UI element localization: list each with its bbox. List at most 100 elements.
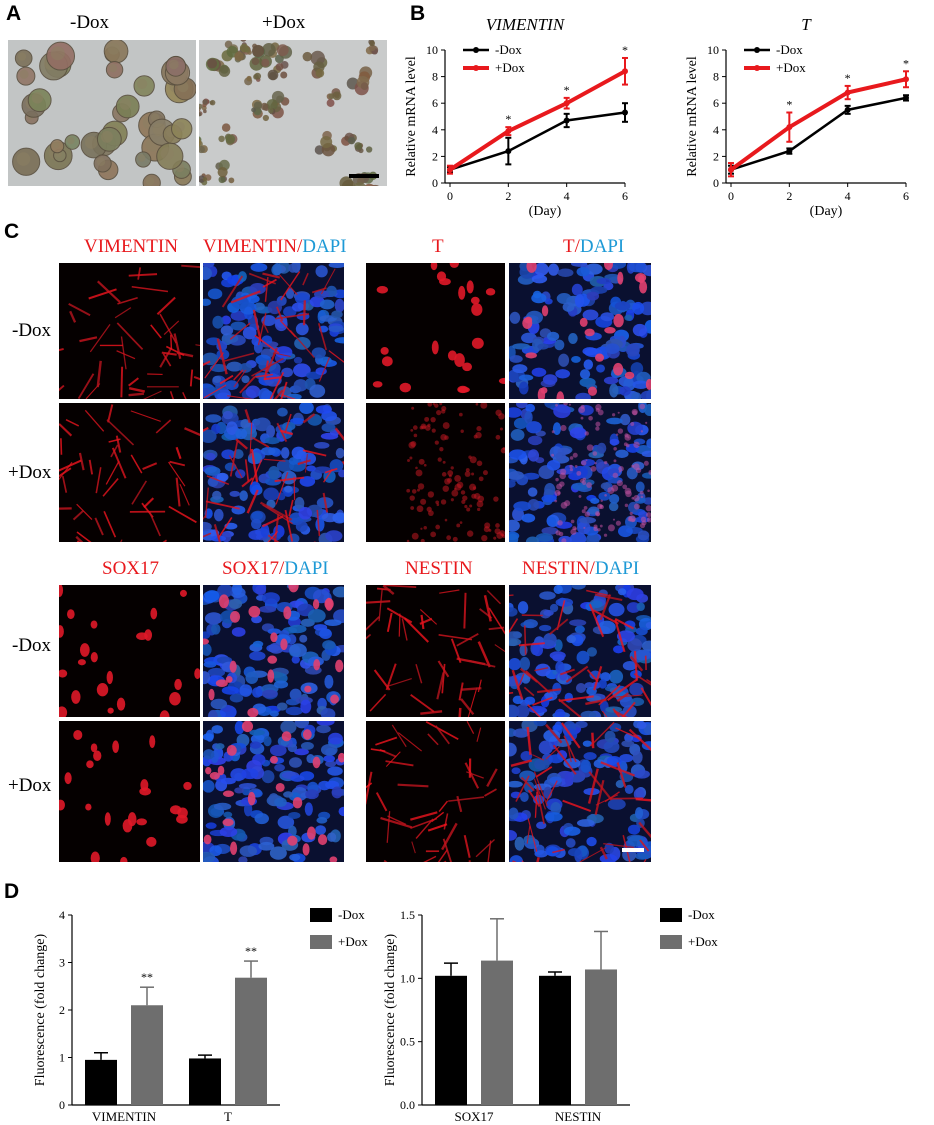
red-nucleus xyxy=(59,706,68,717)
spheroid-core xyxy=(100,130,113,143)
spheroid-fragment xyxy=(260,102,269,111)
dapi-nucleus xyxy=(260,523,270,538)
dapi-nucleus xyxy=(509,658,522,671)
spheroid-fragment xyxy=(251,57,260,66)
red-nucleus xyxy=(454,353,465,368)
fiber xyxy=(169,391,175,399)
fiber xyxy=(280,394,297,399)
dapi-nucleus xyxy=(314,441,330,449)
spheroid-fragment xyxy=(251,44,265,58)
red-nucleus xyxy=(275,782,285,792)
dapi-nucleus xyxy=(321,423,336,433)
dapi-nucleus xyxy=(241,375,250,384)
diffuse-signal xyxy=(572,452,578,458)
red-nucleus xyxy=(59,585,64,597)
fiber xyxy=(435,725,450,745)
significance-star: ** xyxy=(245,944,257,958)
diffuse-signal xyxy=(466,507,471,512)
diffuse-signal xyxy=(430,531,437,538)
series-line--Dox xyxy=(449,111,626,171)
dapi-nucleus xyxy=(300,741,314,750)
data-point xyxy=(622,68,628,75)
spheroid-fragment xyxy=(199,138,202,147)
dapi-nucleus xyxy=(513,417,528,430)
fiber xyxy=(366,633,372,640)
fiber xyxy=(116,322,144,350)
dapi-nucleus xyxy=(603,376,619,385)
fiber xyxy=(288,499,294,517)
fiber xyxy=(593,665,603,691)
dapi-nucleus xyxy=(624,784,634,794)
fiber xyxy=(469,659,496,668)
diffuse-signal xyxy=(471,472,475,476)
dapi-nucleus xyxy=(546,516,557,527)
panel-b-chart-t: T 0 2 4 6 8 10 0 2 4 6 (Day) Relative mRNA level -Dox… xyxy=(685,15,909,218)
fiber xyxy=(59,459,82,472)
diffuse-signal xyxy=(622,484,628,490)
fiber xyxy=(525,670,551,694)
red-nucleus xyxy=(430,263,438,271)
diffuse-signal xyxy=(603,533,608,537)
x-tick-label: 0 xyxy=(447,189,453,203)
dapi-nucleus xyxy=(604,842,615,854)
fiber xyxy=(560,722,581,749)
red-nucleus xyxy=(215,679,228,688)
dapi-nucleus xyxy=(295,520,308,532)
fiber xyxy=(587,768,599,804)
fiber xyxy=(107,404,114,423)
fiber xyxy=(463,592,467,629)
dapi-nucleus xyxy=(598,491,611,501)
fiber xyxy=(169,460,186,467)
diffuse-signal xyxy=(616,480,623,487)
chart-title: VIMENTIN xyxy=(486,15,566,34)
fiber xyxy=(378,588,383,622)
x-category-label: T xyxy=(224,1109,232,1124)
dapi-nucleus xyxy=(281,367,293,378)
bar--Dox xyxy=(85,1059,117,1105)
dapi-nucleus xyxy=(298,507,313,520)
dapi-nucleus xyxy=(318,356,332,365)
fiber xyxy=(216,338,228,375)
significance-star: * xyxy=(903,56,909,70)
dapi-nucleus xyxy=(635,481,645,493)
diffuse-signal xyxy=(558,531,564,537)
dapi-nucleus xyxy=(231,585,243,596)
dapi-nucleus xyxy=(524,696,536,705)
chart-title: T xyxy=(801,15,812,34)
spheroid-fragment xyxy=(344,135,350,141)
spheroid-core xyxy=(67,136,75,145)
diffuse-signal xyxy=(633,463,640,471)
red-nucleus xyxy=(270,632,278,643)
spheroid-fragment xyxy=(207,58,218,69)
dapi-nucleus xyxy=(241,768,259,780)
diffuse-signal xyxy=(612,518,615,521)
red-nucleus xyxy=(457,385,469,394)
fiber xyxy=(84,409,105,432)
dapi-nucleus xyxy=(230,321,247,331)
fiber xyxy=(219,374,234,385)
diffuse-signal xyxy=(639,522,646,529)
fiber xyxy=(76,503,93,521)
fiber xyxy=(633,650,638,681)
red-nucleus xyxy=(267,655,278,664)
fiber xyxy=(558,698,582,717)
dapi-nucleus xyxy=(251,511,263,521)
fiber xyxy=(284,413,292,434)
red-nucleus xyxy=(329,856,338,862)
data-point xyxy=(844,106,851,113)
dapi-nucleus xyxy=(277,815,295,829)
spheroid-fragment xyxy=(254,72,262,80)
diffuse-signal xyxy=(441,409,446,414)
y-tick-label: 8 xyxy=(432,70,438,84)
red-nucleus xyxy=(247,707,259,717)
red-nucleus xyxy=(136,818,148,826)
dapi-nucleus xyxy=(541,527,559,535)
spheroid-fragment xyxy=(267,69,279,81)
red-nucleus xyxy=(229,660,237,673)
fiber xyxy=(511,669,524,700)
fiber xyxy=(527,818,538,852)
dapi-nucleus xyxy=(315,517,325,532)
diffuse-signal xyxy=(633,503,640,510)
dapi-nucleus xyxy=(525,403,536,413)
fiber xyxy=(533,771,548,807)
